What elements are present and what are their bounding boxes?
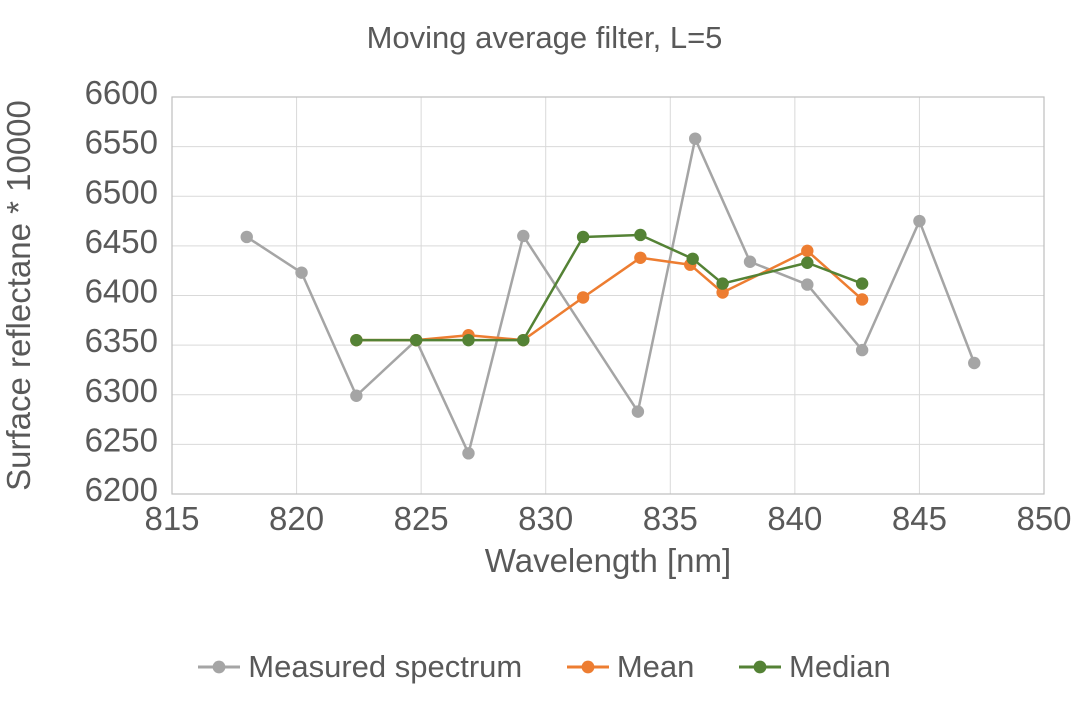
svg-text:820: 820 (269, 500, 324, 537)
svg-text:850: 850 (1016, 500, 1071, 537)
svg-text:6250: 6250 (85, 421, 158, 458)
svg-text:6350: 6350 (85, 322, 158, 359)
svg-text:6500: 6500 (85, 173, 158, 210)
svg-text:6400: 6400 (85, 273, 158, 310)
svg-text:Wavelength [nm]: Wavelength [nm] (485, 542, 731, 579)
svg-text:6550: 6550 (85, 124, 158, 161)
svg-text:835: 835 (643, 500, 698, 537)
svg-text:825: 825 (394, 500, 449, 537)
svg-text:815: 815 (144, 500, 199, 537)
svg-text:6300: 6300 (85, 372, 158, 409)
svg-text:Surface reflectane * 10000: Surface reflectane * 10000 (0, 100, 37, 491)
svg-text:840: 840 (767, 500, 822, 537)
svg-text:6450: 6450 (85, 223, 158, 260)
svg-text:6600: 6600 (85, 74, 158, 111)
svg-text:830: 830 (518, 500, 573, 537)
svg-text:845: 845 (892, 500, 947, 537)
